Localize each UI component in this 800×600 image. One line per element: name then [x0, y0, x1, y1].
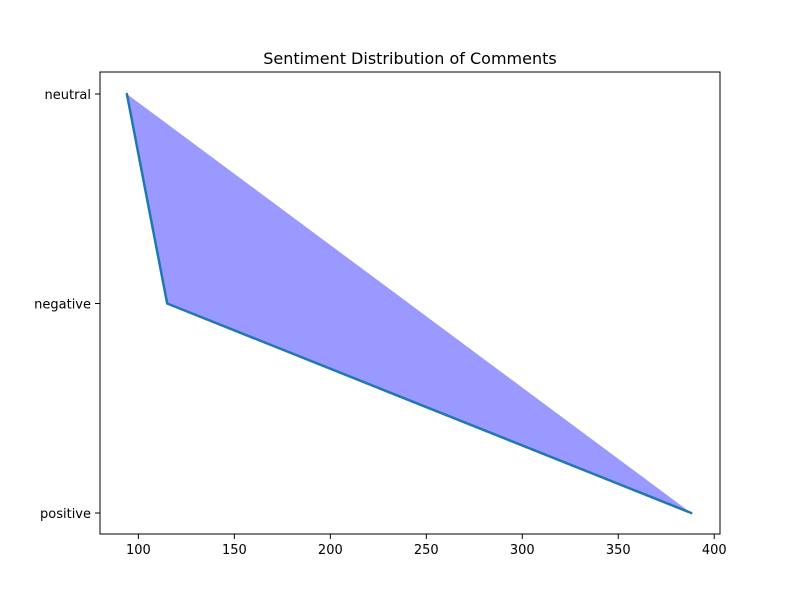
y-axis: neutral negative positive [34, 88, 100, 522]
x-axis: 100 150 200 250 300 350 400 [126, 534, 727, 558]
y-tick-label-neutral: neutral [45, 88, 92, 103]
x-tick-label-300: 300 [510, 543, 535, 558]
chart-title: Sentiment Distribution of Comments [263, 49, 556, 68]
x-tick-label-100: 100 [126, 543, 151, 558]
x-tick-label-400: 400 [702, 543, 727, 558]
x-tick-label-200: 200 [318, 543, 343, 558]
y-tick-label-positive: positive [40, 507, 91, 522]
plot-area [125, 92, 693, 515]
y-tick-label-negative: negative [34, 298, 91, 313]
x-tick-label-350: 350 [606, 543, 631, 558]
x-tick-label-150: 150 [222, 543, 247, 558]
x-tick-label-250: 250 [414, 543, 439, 558]
area-fill [126, 94, 692, 513]
